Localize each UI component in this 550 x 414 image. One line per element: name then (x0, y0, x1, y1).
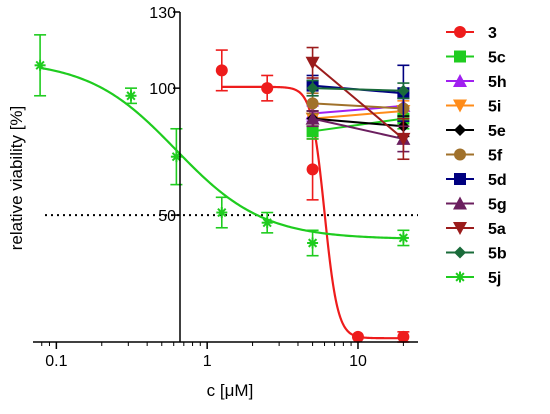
data-point-3 (351, 330, 364, 343)
legend-item-5h: 5h (446, 74, 507, 91)
legend-label: 5h (488, 74, 507, 91)
legend-item-5j: 5j (446, 270, 501, 287)
data-point-5a (305, 56, 320, 70)
legend-item-5g: 5g (446, 196, 507, 214)
legend-item-5e: 5e (446, 123, 506, 140)
x-tick-label: 0.1 (45, 353, 67, 370)
legend-label: 5i (488, 99, 501, 116)
data-point-5j (34, 59, 46, 71)
line-5g (312, 117, 404, 140)
data-point-5a (396, 132, 411, 146)
legend-marker (454, 173, 466, 185)
legend-marker (454, 246, 466, 259)
legend-item-3: 3 (446, 25, 497, 42)
legend-item-5i: 5i (446, 99, 501, 116)
x-axis: 0.1 1 10 (33, 341, 418, 370)
legend-marker (453, 222, 467, 235)
y-axis: 50 100 130 (149, 5, 181, 342)
data-point-5b (397, 84, 410, 97)
legend-marker (453, 99, 467, 113)
data-point-5g (305, 111, 320, 125)
series-5g (305, 110, 411, 153)
data-point-5f (306, 97, 319, 110)
fit-curve-5j (39, 66, 404, 240)
data-point-5j (125, 90, 137, 102)
data-point-3 (215, 64, 228, 77)
y-axis-title: relative viability [%] (7, 106, 26, 251)
data-point-5j (397, 232, 409, 244)
line-5b (312, 87, 404, 92)
legend-item-5d: 5d (446, 172, 507, 189)
y-tick-label: 100 (149, 81, 176, 98)
legend-label: 3 (488, 25, 497, 42)
series-5a (305, 46, 411, 161)
data-point-5j (261, 217, 273, 229)
series-5b (306, 79, 410, 100)
x-tick-label: 10 (349, 353, 367, 370)
line-5i (312, 110, 404, 120)
data-point-5j (216, 207, 228, 219)
x-tick-label: 1 (203, 353, 212, 370)
series-5j (34, 34, 410, 257)
legend-label: 5b (488, 246, 507, 263)
data-point-3 (306, 163, 319, 176)
legend-label: 5f (488, 148, 503, 165)
legend-marker (454, 26, 466, 38)
legend-label: 5e (488, 123, 506, 140)
legend-marker (454, 271, 466, 283)
legend-item-5f: 5f (446, 148, 503, 165)
legend-item-5c: 5c (446, 50, 506, 67)
line-5c (312, 117, 404, 133)
data-point-5c (306, 125, 319, 138)
legend-marker (454, 124, 466, 136)
legend-label: 5c (488, 50, 506, 67)
data-point-3 (397, 330, 410, 343)
legend-label: 5j (488, 270, 501, 287)
legend-marker (453, 74, 467, 87)
x-axis-title: c [μM] (207, 381, 254, 400)
line-5f (312, 102, 404, 110)
y-tick-label: 130 (149, 5, 176, 22)
legend-label: 5d (488, 172, 507, 189)
data-point-5b (306, 82, 319, 95)
legend-marker (453, 196, 467, 210)
legend: 3 5c 5h 5i 5e 5f 5d 5g 5a 5b 5j (446, 25, 507, 287)
plot-area (34, 34, 418, 343)
legend-item-5b: 5b (446, 246, 507, 263)
line-5a (311, 62, 405, 140)
y-tick-label: 50 (158, 208, 176, 225)
legend-marker (454, 148, 466, 161)
data-point-3 (261, 82, 274, 95)
legend-item-5a: 5a (446, 221, 506, 238)
data-point-5j (307, 237, 319, 249)
legend-label: 5g (488, 197, 507, 214)
legend-label: 5a (488, 221, 506, 238)
legend-marker (454, 50, 466, 63)
